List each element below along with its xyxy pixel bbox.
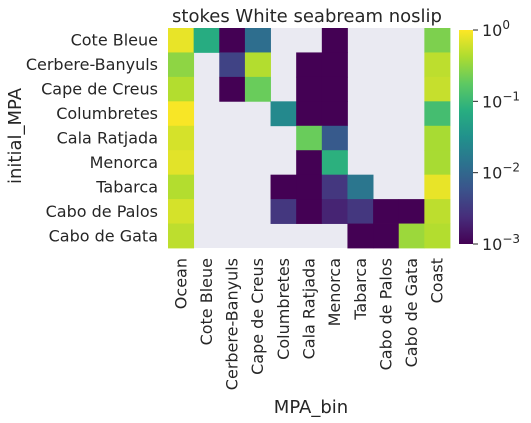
heatmap-cell [424,101,451,127]
heatmap-cell [424,223,451,249]
heatmap-cell [347,174,374,200]
y-tick-label: Cerbere-Banyuls [26,55,158,74]
colorbar-tick-label: 100 [482,18,510,40]
y-tick-label: Cabo de Palos [46,202,158,221]
heatmap-cell [424,52,451,78]
x-tick-label: Cote Bleue [197,258,216,345]
heatmap-cell [398,199,425,224]
heatmap-cell [168,101,195,127]
colorbar-ticks: 100 10−1 10−2 10−3 [473,18,520,254]
heatmap-cell [321,76,348,102]
x-tick-label: Cabo de Gata [402,258,421,367]
heatmap-cell [347,199,374,224]
heatmap-cell [296,76,323,102]
heatmap-cell [398,223,425,249]
heatmap-cell [270,101,297,127]
heatmap-cell [168,125,195,151]
heatmap-cell [168,223,195,249]
heatmap-cell [321,28,348,53]
x-tick-label: Cape de Creus [248,258,267,375]
heatmap-cell [296,52,323,78]
heatmap-cell [321,199,348,224]
heatmap-cell [321,125,348,151]
heatmap-cell [168,28,195,53]
heatmap-cell [219,52,246,78]
heatmap-cell [424,199,451,224]
x-tick-label: Cala Ratjada [300,258,319,359]
x-tick-label: Ocean [171,258,190,309]
colorbar: 100 10−1 10−2 10−3 [459,18,520,254]
heatmap-cell [321,150,348,176]
colorbar-tick-label: 10−3 [482,232,520,254]
heatmap-cell [373,199,400,224]
heatmap-cell [424,76,451,102]
heatmap-cell [424,150,451,176]
heatmap-cell [296,125,323,151]
y-tick-label: Cabo de Gata [49,226,158,245]
y-tick-labels: Cote Bleue Cerbere-Banyuls Cape de Creus Co… [26,31,158,246]
heatmap-cells [168,28,451,249]
heatmap-cell [347,223,374,249]
heatmap-cell [424,174,451,200]
y-tick-label: Cote Bleue [71,31,158,50]
x-tick-labels: Ocean Cote Bleue Cerbere-Banyuls Cape de Cr… [171,258,446,390]
heatmap-cell [168,199,195,224]
colorbar-gradient [459,30,473,244]
heatmap-cell [168,150,195,176]
heatmap-cell [219,28,246,53]
heatmap-cell [168,76,195,102]
heatmap-cell [321,174,348,200]
x-tick-label: Columbretes [274,258,293,360]
y-axis-label: initial_MPA [5,87,26,184]
x-tick-label: Menorca [325,258,344,326]
heatmap-cell [244,76,271,102]
heatmap-cell [168,174,195,200]
x-tick-label: Cerbere-Banyuls [223,258,242,390]
x-tick-label: Tabarca [351,258,370,321]
heatmap-cell [296,101,323,127]
heatmap-cell [244,52,271,78]
heatmap-cell [296,174,323,200]
y-tick-label: Cala Ratjada [57,129,158,148]
heatmap-cell [219,76,246,102]
y-tick-label: Menorca [90,153,158,172]
heatmap-cell [296,199,323,224]
x-axis-label: MPA_bin [274,397,348,418]
y-tick-label: Columbretes [56,104,158,123]
x-tick-label: Coast [428,258,447,303]
heatmap-cell [321,101,348,127]
heatmap-cell [270,174,297,200]
colorbar-tick-label: 10−2 [482,161,520,183]
y-tick-label: Cape de Creus [41,80,158,99]
chart-title: stokes White seabream noslip [172,6,442,27]
heatmap-cell [373,223,400,249]
x-tick-label: Cabo de Palos [376,258,395,370]
y-tick-label: Tabarca [95,177,158,196]
heatmap-cell [424,125,451,151]
heatmap-cell [244,28,271,53]
colorbar-tick-label: 10−1 [482,89,520,111]
heatmap-cell [168,52,195,78]
heatmap-cell [296,150,323,176]
heatmap-cell [321,52,348,78]
heatmap-cell [424,28,451,53]
heatmap-cell [270,199,297,224]
heatmap-cell [193,28,220,53]
